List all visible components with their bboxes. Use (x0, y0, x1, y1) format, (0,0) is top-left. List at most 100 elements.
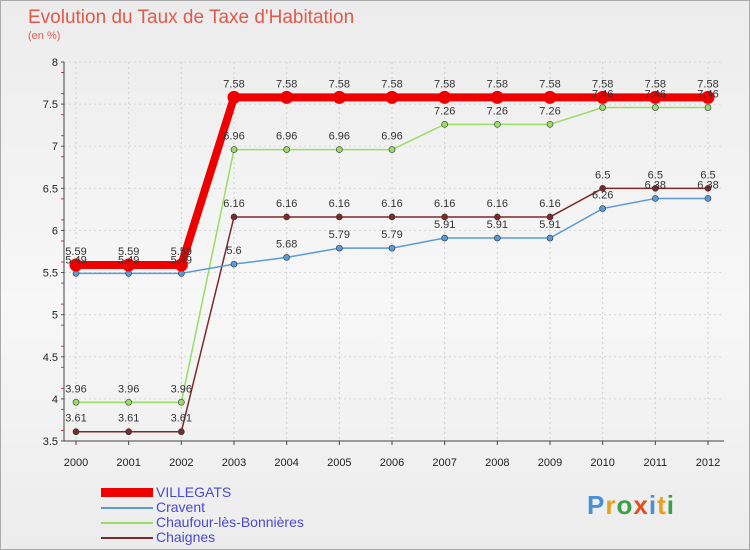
logo-letter: t (657, 490, 667, 520)
legend-swatch (101, 488, 153, 497)
data-point-chaignes (704, 185, 712, 192)
y-tick-label: 5.5 (43, 268, 58, 280)
data-label-chaignes: 6.16 (329, 198, 350, 210)
x-tick-label: 2012 (696, 457, 720, 469)
data-point-villegats (122, 258, 136, 272)
data-point-villegats (490, 90, 504, 104)
data-point-chaignes (494, 213, 501, 221)
data-label-cravent: 5.91 (434, 219, 455, 231)
data-point-chaufour-l-s-bonni-res (704, 104, 712, 111)
data-point-villegats (174, 258, 188, 272)
data-point-chaignes (125, 428, 132, 436)
data-point-chaignes (599, 185, 606, 192)
logo-letter: r (605, 490, 617, 520)
data-label-chaignes: 3.61 (171, 413, 192, 425)
data-label-chaufour-l-s-bonni-res: 3.96 (171, 383, 192, 395)
chart-title: Evolution du Taux de Taxe d'Habitation (28, 7, 355, 28)
data-label-chaignes: 6.5 (595, 169, 610, 181)
y-tick-label: 4.5 (43, 352, 58, 364)
data-point-villegats (596, 90, 610, 104)
x-tick-label: 2007 (432, 457, 456, 469)
data-label-chaufour-l-s-bonni-res: 6.96 (276, 131, 297, 143)
data-label-cravent: 5.91 (487, 219, 508, 231)
data-point-chaufour-l-s-bonni-res (72, 398, 80, 406)
y-tick-label: 5 (52, 310, 58, 322)
data-label-villegats: 7.58 (592, 78, 613, 90)
data-label-cravent: 5.68 (276, 238, 297, 250)
y-tick-label: 7 (52, 141, 58, 153)
data-point-villegats (648, 90, 662, 104)
data-point-cravent (283, 254, 290, 261)
data-label-villegats: 7.58 (487, 78, 508, 90)
data-label-villegats: 7.58 (434, 78, 455, 90)
data-label-chaufour-l-s-bonni-res: 7.26 (434, 105, 455, 117)
data-label-cravent: 5.49 (65, 254, 86, 266)
data-point-chaufour-l-s-bonni-res (441, 121, 448, 128)
data-label-cravent: 5.49 (171, 254, 192, 266)
x-tick-label: 2005 (327, 457, 351, 469)
x-tick-label: 2001 (116, 457, 140, 469)
proxiti-logo: Proxiti (587, 490, 675, 521)
legend-swatch (101, 522, 153, 524)
data-point-villegats (701, 90, 715, 104)
y-tick-label: 8 (52, 57, 58, 69)
data-point-chaufour-l-s-bonni-res (178, 398, 185, 406)
data-label-cravent: 5.6 (226, 245, 241, 257)
data-point-cravent (652, 195, 659, 202)
data-labels-layer: 3.61 3.61 3.61 6.16 6.16 6.16 6.16 6.16 6.16 6.16… (65, 78, 718, 424)
logo-letter: o (616, 490, 634, 520)
y-tick-label: 6 (52, 225, 58, 237)
data-label-villegats: 7.58 (381, 78, 402, 90)
data-point-chaignes (388, 213, 396, 221)
data-label-chaufour-l-s-bonni-res: 7.46 (592, 88, 613, 100)
y-tick-label: 6.5 (43, 183, 58, 195)
data-point-chaignes (441, 213, 448, 221)
data-label-chaufour-l-s-bonni-res: 6.96 (223, 131, 244, 143)
data-point-villegats (280, 90, 294, 104)
data-point-cravent (336, 244, 343, 252)
legend-label: Cravent (156, 499, 206, 515)
data-label-chaignes: 3.61 (65, 413, 86, 425)
data-label-cravent: 5.79 (329, 229, 350, 241)
data-label-cravent: 6.38 (645, 179, 666, 191)
x-tick-label: 2011 (644, 457, 668, 469)
data-point-chaufour-l-s-bonni-res (494, 121, 501, 128)
y-axis-unit-label: (en %) (28, 30, 61, 42)
logo-letter: x (633, 490, 649, 520)
x-tick-label: 2010 (590, 457, 614, 469)
data-label-villegats: 5.59 (65, 246, 86, 258)
x-tick-label: 2006 (380, 457, 404, 469)
data-label-villegats: 7.58 (329, 78, 350, 90)
data-label-villegats: 5.59 (171, 246, 192, 258)
data-point-chaufour-l-s-bonni-res (652, 104, 659, 111)
data-label-villegats: 7.58 (645, 78, 666, 90)
legend-swatch (101, 537, 153, 539)
data-label-villegats: 7.58 (223, 78, 244, 90)
data-label-chaufour-l-s-bonni-res: 7.26 (487, 105, 508, 117)
data-label-chaignes: 6.16 (276, 198, 297, 210)
data-label-villegats: 7.58 (539, 78, 560, 90)
data-label-chaignes: 6.16 (539, 198, 560, 210)
data-point-chaufour-l-s-bonni-res (599, 104, 606, 111)
data-label-cravent: 5.91 (539, 219, 560, 231)
data-point-cravent (388, 244, 396, 252)
data-label-chaignes: 6.16 (487, 198, 508, 210)
data-point-chaufour-l-s-bonni-res (283, 146, 290, 153)
logo-letter: i (666, 490, 675, 520)
data-point-villegats (385, 90, 399, 104)
data-label-cravent: 5.49 (118, 254, 139, 266)
data-label-chaignes: 6.16 (434, 198, 455, 210)
series-layer (69, 90, 715, 436)
data-point-chaignes (283, 213, 290, 221)
data-point-chaignes (336, 213, 343, 221)
data-label-chaignes: 3.61 (118, 413, 139, 425)
data-point-villegats (543, 90, 557, 104)
x-tick-label: 2008 (485, 457, 509, 469)
data-label-chaignes: 6.5 (700, 169, 715, 181)
data-label-cravent: 6.26 (592, 190, 613, 202)
data-label-cravent: 6.38 (697, 179, 718, 191)
legend-swatch (101, 507, 153, 509)
data-point-villegats (438, 90, 452, 104)
y-tick-label: 4 (52, 394, 58, 406)
